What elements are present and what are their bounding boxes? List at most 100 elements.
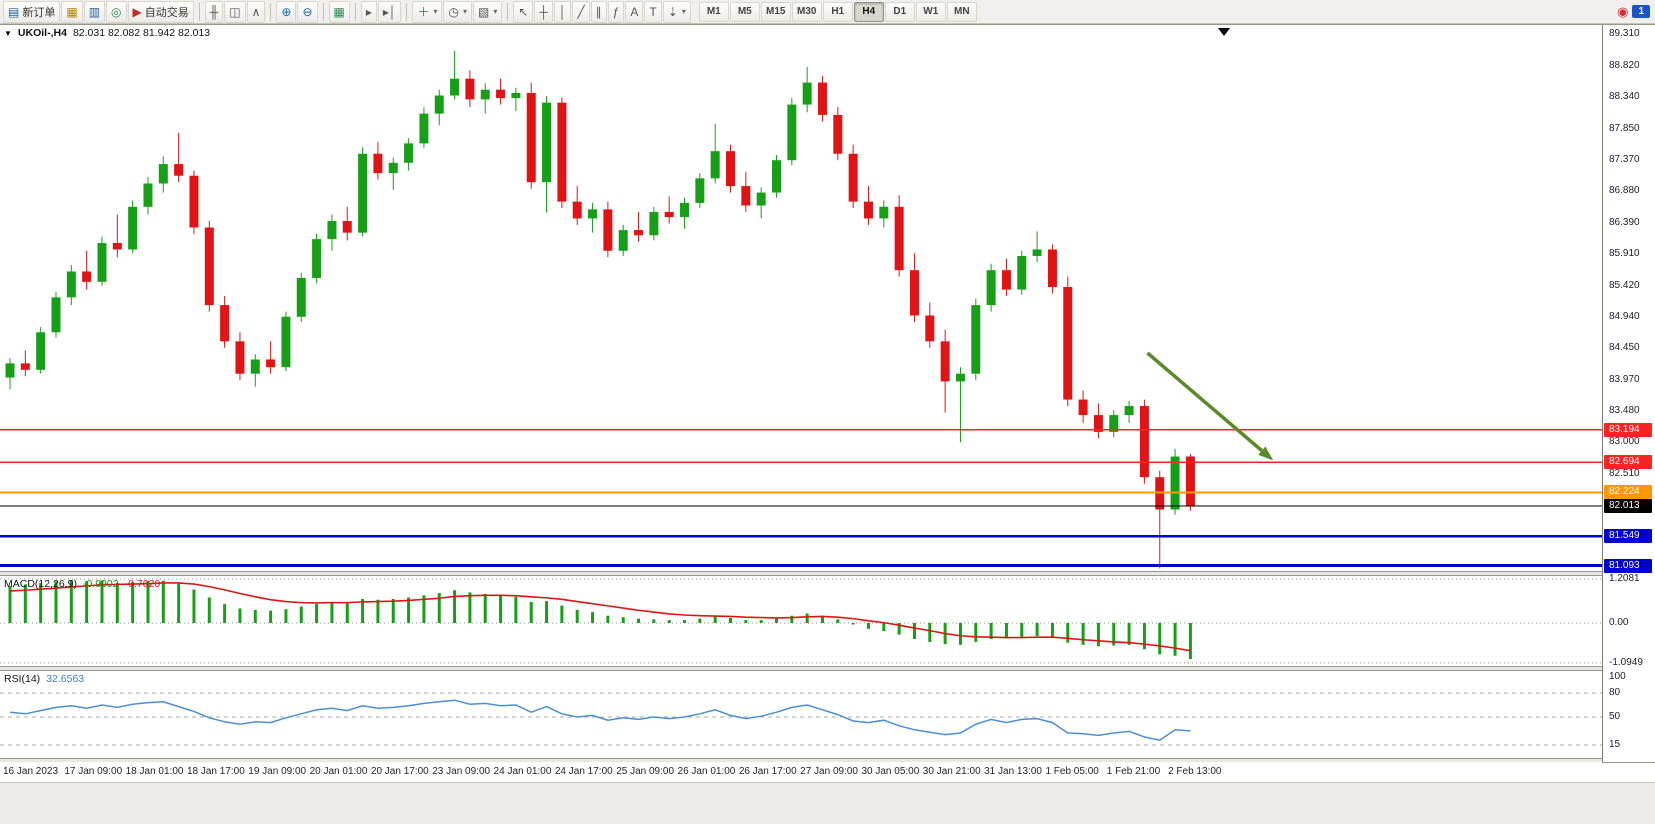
macd-histogram-bar xyxy=(606,615,610,623)
rsi-canvas[interactable] xyxy=(0,671,1602,758)
indicators-button[interactable]: ＋ ▾ xyxy=(412,0,443,23)
navigator-button[interactable]: ◎ xyxy=(106,0,127,23)
macd-header: MACD(12,26,9) -0.9902 -0.7620 xyxy=(4,578,160,590)
macd-histogram-bar xyxy=(989,623,993,640)
new-order-icon: ▤ xyxy=(8,4,20,19)
rsi-header: RSI(14) 32.6563 xyxy=(4,673,84,685)
time-axis-label: 18 Jan 17:00 xyxy=(186,766,245,777)
timeframe-w1[interactable]: W1 xyxy=(915,1,946,22)
bar-chart-button[interactable]: ╫ xyxy=(204,0,224,23)
autotrading-button[interactable]: ▶ 自动交易 xyxy=(127,0,194,23)
auto-scroll-button[interactable]: ▸ xyxy=(360,0,377,23)
candle-body xyxy=(204,227,214,306)
market-watch-icon: ▥ xyxy=(88,4,101,19)
new-order-button[interactable]: ▤ 新订单 xyxy=(3,0,61,23)
price-axis-label: 83.000 xyxy=(1609,436,1640,448)
indicators-icon: ＋ xyxy=(417,4,430,19)
macd-histogram-bar xyxy=(1173,623,1177,656)
panel-splitter-1[interactable] xyxy=(0,571,1655,576)
macd-histogram-bar xyxy=(1112,623,1116,646)
timeframe-h1[interactable]: H1 xyxy=(822,1,853,22)
tile-windows-icon: ▦ xyxy=(333,4,345,19)
candle-body xyxy=(741,186,751,206)
zoom-in-button[interactable]: ⊕ xyxy=(276,0,297,23)
candle-body xyxy=(174,164,184,176)
candle-body xyxy=(863,201,873,219)
tile-windows-button[interactable]: ▦ xyxy=(328,0,350,23)
timeframe-m15[interactable]: M15 xyxy=(760,1,791,22)
text-button[interactable]: A xyxy=(625,0,644,23)
rsi-axis-label: 15 xyxy=(1609,739,1621,750)
collapse-triangle-icon[interactable]: ▼ xyxy=(4,28,12,38)
time-axis-label: 1 Feb 21:00 xyxy=(1106,766,1161,777)
trend-arrow[interactable] xyxy=(1146,351,1274,461)
alert-icon[interactable]: ◉ xyxy=(1617,3,1629,19)
timeframe-m5[interactable]: M5 xyxy=(729,1,760,22)
zoom-out-icon: ⊖ xyxy=(302,4,313,19)
templates-button[interactable]: ▧ ▾ xyxy=(472,0,503,23)
candle-body xyxy=(817,82,827,115)
trendline-button[interactable]: ╱ xyxy=(572,0,590,23)
price-axis[interactable]: 89.310 88.820 88.340 87.850 87.370 86.880 86.3… xyxy=(1602,25,1655,762)
candle-body xyxy=(465,78,475,100)
macd-histogram-bar xyxy=(851,623,855,625)
text-label-button[interactable]: T xyxy=(644,0,662,23)
candlestick-chart-icon: ◫ xyxy=(229,4,241,19)
rsi-axis-label: 100 xyxy=(1609,671,1626,682)
chart-window-button[interactable]: ▦ xyxy=(61,0,83,23)
candle-body xyxy=(189,175,199,228)
fibonacci-button[interactable]: ƒ xyxy=(607,0,625,23)
candle-body xyxy=(480,89,490,100)
timeframe-m30[interactable]: M30 xyxy=(791,1,822,22)
macd-histogram-bar xyxy=(805,613,809,623)
candle-body xyxy=(373,153,383,174)
macd-histogram-bar xyxy=(315,604,319,623)
zoom-out-button[interactable]: ⊖ xyxy=(297,0,318,23)
time-axis-label: 24 Jan 17:00 xyxy=(554,766,613,777)
chart-shift-marker-icon[interactable] xyxy=(1218,28,1230,36)
macd-canvas[interactable] xyxy=(0,576,1602,666)
macd-histogram-bar xyxy=(1081,623,1085,645)
macd-histogram-bar xyxy=(545,601,549,623)
candlestick-chart-button[interactable]: ◫ xyxy=(224,0,246,23)
macd-histogram-bar xyxy=(131,582,135,623)
time-axis-label: 27 Jan 09:00 xyxy=(800,766,858,777)
arrows-button[interactable]: ⇣ ▾ xyxy=(662,0,691,23)
time-axis[interactable]: 16 Jan 2023 17 Jan 09:00 18 Jan 01:00 18 Ja… xyxy=(0,762,1602,782)
bar-chart-icon: ╫ xyxy=(209,4,219,19)
timeframe-d1[interactable]: D1 xyxy=(884,1,915,22)
macd-histogram-bar xyxy=(1020,623,1024,637)
candle-body xyxy=(634,230,644,236)
macd-histogram-bar xyxy=(621,617,625,623)
macd-histogram-bar xyxy=(1004,623,1008,639)
macd-histogram-bar xyxy=(882,623,886,632)
vertical-line-button[interactable]: │ xyxy=(553,0,572,23)
price-tag-82.694: 82.694 xyxy=(1604,455,1652,470)
macd-histogram-bar xyxy=(39,582,43,623)
price-axis-label: 88.340 xyxy=(1609,90,1640,102)
price-axis-label: 84.450 xyxy=(1609,342,1640,354)
cursor-button[interactable]: ↖ xyxy=(513,0,534,23)
macd-histogram-bar xyxy=(391,598,395,623)
crosshair-button[interactable]: ┼ xyxy=(534,0,553,23)
timeframe-h4[interactable]: H4 xyxy=(853,1,884,22)
market-watch-button[interactable]: ▥ xyxy=(83,0,106,23)
candle-body xyxy=(1139,406,1149,478)
macd-axis-label: 1.2081 xyxy=(1609,573,1640,585)
periods-button[interactable]: ◷ ▾ xyxy=(443,0,472,23)
chart-shift-button[interactable]: ▸│ xyxy=(377,0,402,23)
time-axis-label: 2 Feb 13:00 xyxy=(1168,766,1222,777)
candle-body xyxy=(112,243,122,250)
candle-body xyxy=(1063,287,1073,400)
notification-badge[interactable]: 1 xyxy=(1632,5,1650,18)
macd-histogram-bar xyxy=(1188,623,1192,660)
chevron-down-icon: ▾ xyxy=(681,7,686,16)
macd-histogram-bar xyxy=(713,616,717,623)
timeframe-mn[interactable]: MN xyxy=(946,1,977,22)
line-chart-button[interactable]: ∧ xyxy=(246,0,266,23)
equidistant-channel-button[interactable]: ∥ xyxy=(590,0,607,23)
timeframe-m1[interactable]: M1 xyxy=(698,1,729,22)
panel-splitter-2[interactable] xyxy=(0,666,1655,671)
main-chart-canvas[interactable] xyxy=(0,25,1602,571)
macd-histogram-bar xyxy=(115,582,119,623)
